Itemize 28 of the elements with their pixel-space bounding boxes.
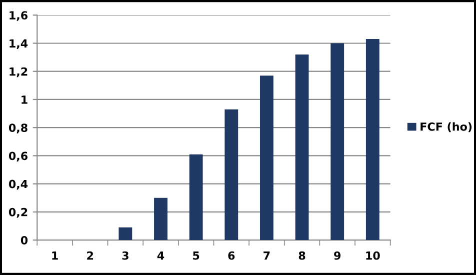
y-tick-label: 0,2 <box>8 208 28 218</box>
x-tick-label: 1 <box>52 252 58 260</box>
y-tick-label: 0 <box>20 236 28 244</box>
y-tick-label: 0,4 <box>8 180 28 190</box>
bar <box>366 39 380 240</box>
bar <box>154 198 168 240</box>
bar <box>330 43 344 240</box>
x-tick-label: 4 <box>157 252 164 260</box>
x-tick-label: 5 <box>193 252 200 260</box>
x-tick-label: 2 <box>87 251 94 260</box>
y-tick-label: 0,6 <box>8 152 28 162</box>
x-tick-label: 9 <box>334 251 340 260</box>
y-tick-label: 1,6 <box>10 11 28 21</box>
legend-label: FCF (ho) <box>420 122 472 132</box>
y-tick-label: 1 <box>22 96 28 104</box>
bar <box>118 227 132 240</box>
y-tick-label: 1,4 <box>10 39 28 50</box>
y-tick-label: 0,8 <box>8 124 28 134</box>
x-tick-label: 8 <box>298 251 306 260</box>
x-tick-label: 6 <box>228 251 235 260</box>
x-tick-label: 7 <box>264 252 270 260</box>
y-tick-label: 1,2 <box>10 67 28 78</box>
x-tick-label: 10 <box>366 251 380 260</box>
x-tick-label: 3 <box>122 251 128 260</box>
bar <box>189 154 203 240</box>
bar <box>224 109 238 240</box>
bar <box>295 54 309 240</box>
bar <box>260 76 274 240</box>
